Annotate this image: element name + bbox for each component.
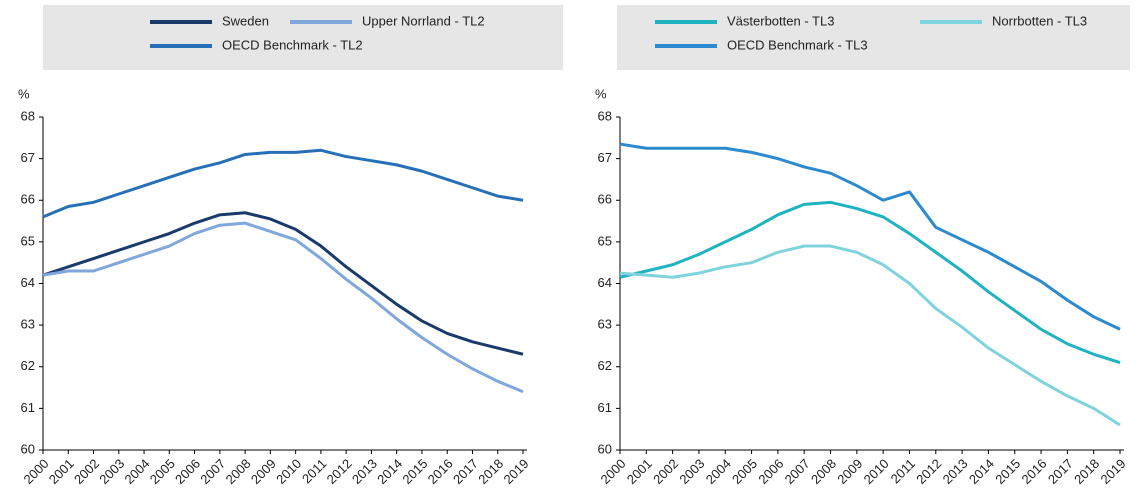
x-tick-label: 2003 — [676, 456, 707, 487]
x-tick-label: 2019 — [500, 456, 531, 487]
x-tick-label: 2010 — [861, 456, 892, 487]
x-tick-label: 2009 — [834, 456, 865, 487]
y-tick-label: 62 — [598, 358, 612, 373]
series-line — [42, 221, 524, 394]
legend-label: Västerbotten - TL3 — [727, 13, 834, 28]
x-tick-label: 2002 — [71, 456, 102, 487]
y-tick-label: 64 — [21, 275, 35, 290]
series-line — [619, 142, 1121, 331]
legend-label: Upper Norrland - TL2 — [362, 13, 485, 28]
x-tick-label: 2005 — [729, 456, 760, 487]
x-tick-label: 2001 — [624, 456, 655, 487]
x-tick-label: 2018 — [1071, 456, 1102, 487]
y-tick-label: 62 — [21, 358, 35, 373]
x-tick-label: 2012 — [913, 456, 944, 487]
y-axis-unit: % — [18, 86, 30, 101]
x-tick-label: 2007 — [782, 456, 813, 487]
legend-label: OECD Benchmark - TL3 — [727, 37, 868, 52]
legend-label: Sweden — [222, 13, 269, 28]
x-tick-label: 2013 — [349, 456, 380, 487]
series-line — [42, 148, 524, 219]
y-tick-label: 68 — [598, 108, 612, 123]
legend-box — [43, 5, 563, 70]
x-tick-label: 2015 — [992, 456, 1023, 487]
x-tick-label: 2000 — [597, 456, 628, 487]
x-tick-label: 2001 — [46, 456, 77, 487]
x-tick-label: 2016 — [1019, 456, 1050, 487]
x-tick-label: 2011 — [299, 456, 329, 486]
x-tick-label: 2015 — [399, 456, 430, 487]
x-tick-label: 2014 — [966, 456, 997, 487]
y-tick-label: 68 — [21, 108, 35, 123]
x-tick-label: 2004 — [122, 456, 153, 487]
x-tick-label: 2013 — [940, 456, 971, 487]
y-tick-label: 65 — [21, 233, 35, 248]
y-tick-label: 67 — [598, 150, 612, 165]
x-tick-label: 2019 — [1097, 456, 1128, 487]
y-axis-unit: % — [595, 86, 607, 101]
x-tick-label: 2007 — [197, 456, 228, 487]
x-tick-label: 2016 — [425, 456, 456, 487]
y-tick-label: 66 — [598, 192, 612, 207]
x-tick-label: 2011 — [888, 456, 918, 486]
y-tick-label: 63 — [21, 317, 35, 332]
y-tick-label: 60 — [21, 441, 35, 456]
y-tick-label: 66 — [21, 192, 35, 207]
series-line — [42, 211, 524, 356]
x-tick-label: 2000 — [20, 456, 51, 487]
x-tick-label: 2008 — [808, 456, 839, 487]
x-tick-label: 2012 — [324, 456, 355, 487]
x-tick-label: 2003 — [96, 456, 127, 487]
y-tick-label: 61 — [598, 400, 612, 415]
legend-box — [617, 5, 1130, 70]
y-tick-label: 67 — [21, 150, 35, 165]
y-tick-label: 65 — [598, 233, 612, 248]
x-tick-label: 2004 — [703, 456, 734, 487]
x-tick-label: 2002 — [650, 456, 681, 487]
x-tick-label: 2006 — [172, 456, 203, 487]
legend-label: OECD Benchmark - TL2 — [222, 37, 363, 52]
x-tick-label: 2017 — [450, 456, 481, 487]
series-line — [619, 200, 1121, 365]
x-tick-label: 2017 — [1045, 456, 1076, 487]
y-tick-label: 64 — [598, 275, 612, 290]
x-tick-label: 2005 — [147, 456, 178, 487]
y-tick-label: 60 — [598, 441, 612, 456]
series-line — [619, 244, 1121, 427]
y-tick-label: 63 — [598, 317, 612, 332]
x-tick-label: 2014 — [374, 456, 405, 487]
legend-label: Norrbotten - TL3 — [992, 13, 1087, 28]
y-tick-label: 61 — [21, 400, 35, 415]
x-tick-label: 2006 — [755, 456, 786, 487]
x-tick-label: 2009 — [248, 456, 279, 487]
x-tick-label: 2008 — [223, 456, 254, 487]
x-tick-label: 2018 — [475, 456, 506, 487]
x-tick-label: 2010 — [273, 456, 304, 487]
